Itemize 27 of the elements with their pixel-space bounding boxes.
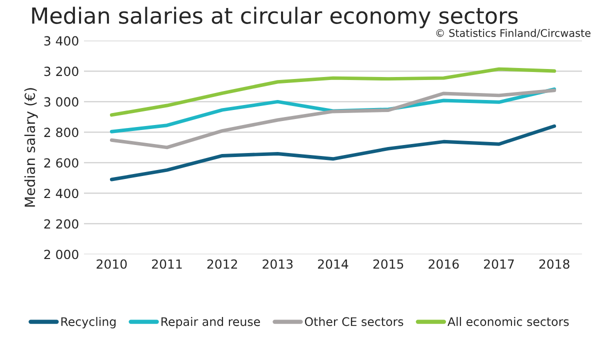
y-tick-label: 2 800: [44, 128, 78, 138]
line-series: [110, 88, 556, 150]
x-tick-label: 2012: [207, 259, 237, 269]
x-tick-label: 2014: [318, 259, 348, 269]
x-tick-label: 2018: [539, 259, 570, 269]
x-tick-label: 2013: [262, 259, 293, 269]
x-tick-label: 2015: [373, 259, 404, 269]
x-tick-label: 2017: [484, 259, 514, 269]
legend-label: All economic sectors: [448, 316, 569, 326]
y-axis-title: Median salary (€): [24, 88, 38, 207]
line-series: [110, 124, 556, 182]
x-tick-label: 2011: [152, 259, 182, 269]
x-tick-label: 2016: [428, 259, 459, 269]
text: © Statistics Finland/Circwaste: [436, 28, 590, 38]
y-tick-label: 3 200: [44, 66, 78, 76]
y-tick-label: 2 600: [44, 158, 78, 168]
legend-label: Recycling: [61, 316, 116, 328]
y-tick-label: 3 400: [44, 36, 78, 46]
chart-title: Median salaries at circular economy sectors: [32, 6, 518, 28]
line-series: [110, 67, 556, 117]
legend-label: Other CE sectors: [304, 316, 404, 326]
y-tick-label: 2 000: [44, 250, 78, 260]
y-tick-label: 2 400: [44, 188, 78, 198]
legend-label: Repair and reuse: [161, 316, 260, 328]
x-tick-label: 2010: [96, 259, 127, 269]
y-tick-label: 3 000: [44, 97, 78, 107]
y-tick-label: 2 200: [44, 219, 78, 229]
